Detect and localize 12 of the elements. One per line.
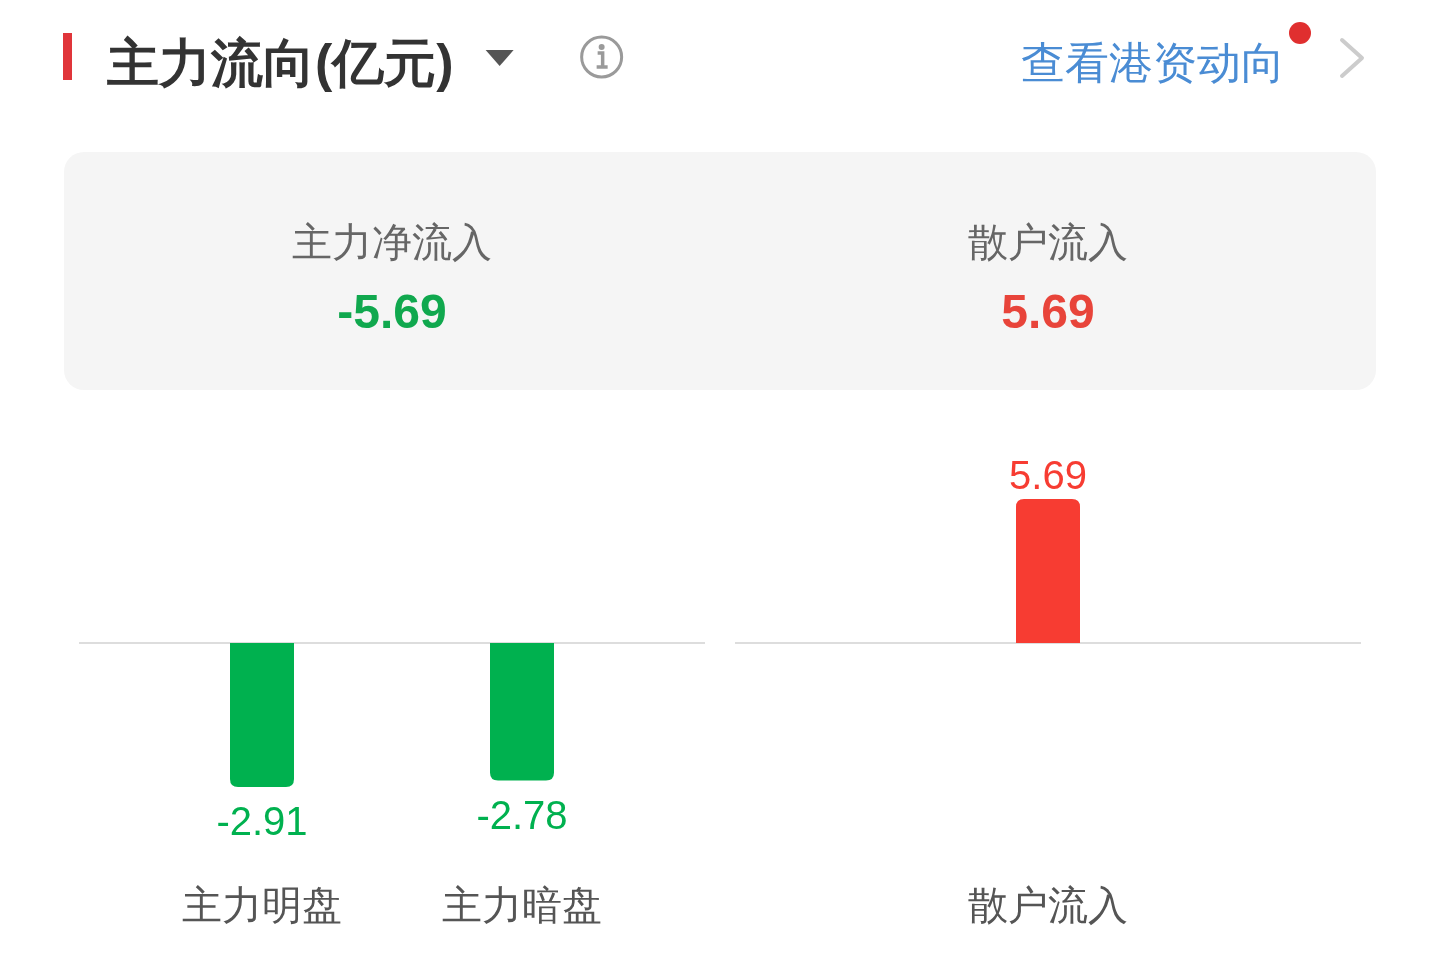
- x-tick-label: 主力暗盘: [442, 883, 602, 927]
- category-label: 主力净流入: [292, 220, 492, 264]
- data-label: -5.69: [337, 285, 447, 338]
- category-label: 散户流入: [968, 220, 1128, 264]
- text: 主力流向(亿元): [106, 34, 454, 92]
- x-tick-label: 散户流入: [968, 883, 1128, 927]
- data-label: 5.69: [1001, 285, 1095, 338]
- data-label: 5.69: [1009, 453, 1087, 497]
- data-label: -2.91: [216, 799, 308, 843]
- text: 查看港资动向: [1021, 38, 1285, 87]
- x-tick-label: 主力明盘: [182, 883, 342, 927]
- data-label: -2.78: [476, 792, 568, 837]
